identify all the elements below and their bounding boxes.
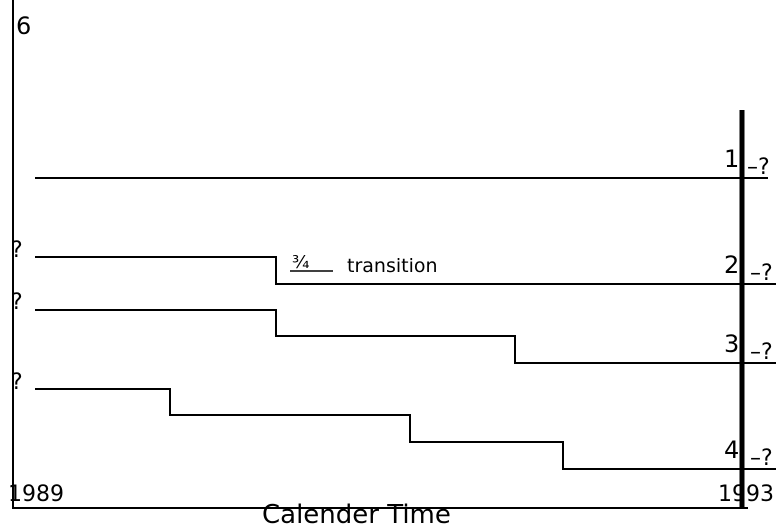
transition-fraction: ¾ bbox=[292, 252, 309, 273]
line-4-label: 4 bbox=[724, 436, 739, 464]
line-3-end-marker: –? bbox=[750, 340, 773, 365]
line-1-end-marker: –? bbox=[747, 155, 770, 180]
x-end-label: 1993 bbox=[718, 482, 774, 507]
line-2-label: 2 bbox=[724, 251, 739, 279]
line-2-start-marker: ? bbox=[11, 238, 23, 263]
line-4-start-marker: ? bbox=[11, 370, 23, 395]
transition-label: transition bbox=[347, 255, 438, 277]
state-line-4 bbox=[35, 388, 776, 470]
line-3-start-marker: ? bbox=[11, 290, 23, 315]
state-line-2 bbox=[35, 256, 776, 285]
state-line-3 bbox=[35, 309, 776, 364]
line-1-label: 1 bbox=[724, 145, 739, 173]
x-start-label: 1989 bbox=[8, 482, 64, 507]
line-4-end-marker: –? bbox=[750, 446, 773, 471]
y-axis-top-label: 6 bbox=[16, 12, 31, 40]
line-2-end-marker: –? bbox=[750, 261, 773, 286]
x-axis-title: Calender Time bbox=[262, 500, 451, 529]
line-3-label: 3 bbox=[724, 330, 739, 358]
